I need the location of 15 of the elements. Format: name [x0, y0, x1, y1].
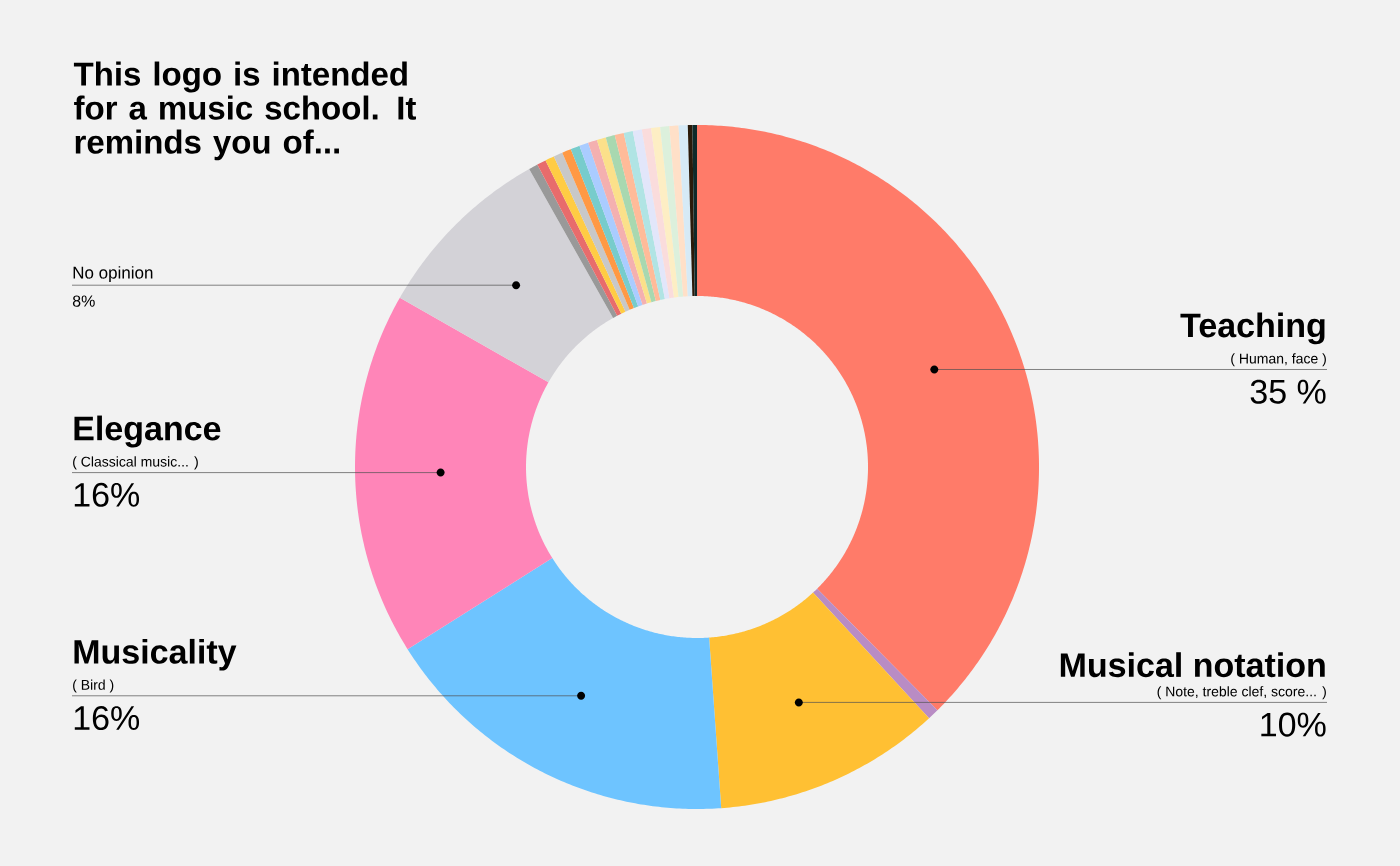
text: ( Bird )	[73, 679, 114, 693]
slice-label: Teaching	[1180, 312, 1325, 345]
data-label: 35 %	[1250, 379, 1326, 404]
text: ( Human, face )	[1231, 353, 1326, 367]
text: ( Note, treble clef, score... )	[1157, 686, 1326, 700]
data-label: 16%	[74, 482, 140, 507]
slice-label: Musicality	[74, 638, 237, 671]
slice-label: No opinion	[73, 266, 153, 282]
chart-title: This logo is intended for a music school. It reminds you of...	[73, 61, 416, 161]
data-label: 16%	[74, 705, 140, 731]
slice-label: Elegance	[74, 415, 221, 448]
slice-label: Musical notation	[1060, 652, 1325, 678]
data-label: 8%	[72, 295, 95, 307]
data-label: 10%	[1261, 712, 1326, 737]
text: ( Classical music... )	[73, 456, 198, 470]
